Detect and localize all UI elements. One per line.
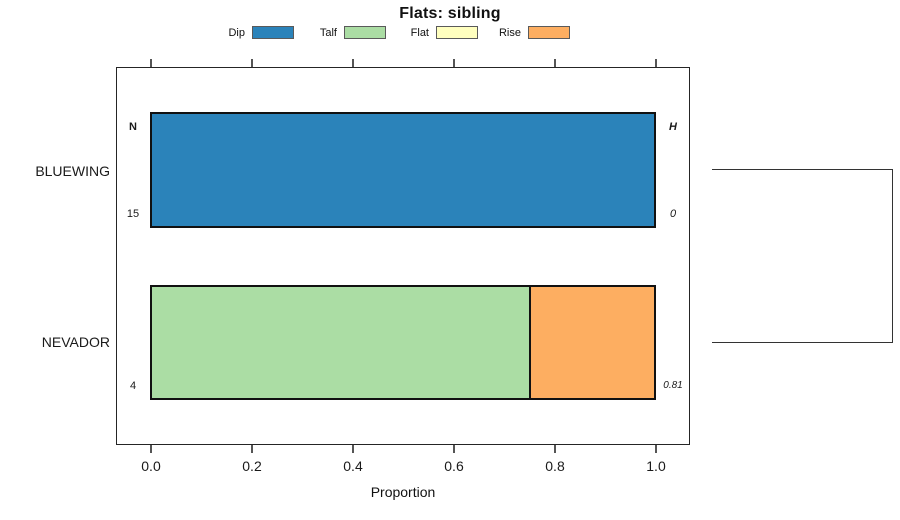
x-axis-tick-bottom bbox=[352, 445, 354, 453]
x-axis-tick-top bbox=[352, 59, 354, 67]
legend-item-talf: Talf bbox=[294, 26, 386, 39]
x-axis-tick-top bbox=[251, 59, 253, 67]
n-value-bluewing: 15 bbox=[126, 208, 140, 220]
category-label-nevador: NEVADOR bbox=[41, 334, 110, 350]
category-label-bluewing: BLUEWING bbox=[35, 163, 110, 179]
x-axis-tick-top bbox=[655, 59, 657, 67]
bar-segment-rise bbox=[528, 287, 654, 398]
bar-bluewing bbox=[150, 112, 656, 228]
n-value-nevador: 4 bbox=[129, 380, 137, 392]
legend-label: Rise bbox=[498, 26, 521, 39]
bar-nevador bbox=[150, 285, 656, 400]
h-value-bluewing: 0 bbox=[669, 208, 677, 220]
h-column-header: H bbox=[669, 121, 677, 133]
legend-swatch-rise bbox=[528, 26, 570, 39]
legend-swatch-flat bbox=[436, 26, 478, 39]
legend-swatch-talf bbox=[344, 26, 386, 39]
bar-segment-talf bbox=[152, 287, 529, 398]
legend-item-rise: Rise bbox=[478, 26, 570, 39]
legend-item-dip: Dip bbox=[202, 26, 294, 39]
legend-label: Talf bbox=[319, 26, 337, 39]
n-column-header: N bbox=[129, 121, 137, 133]
plot-area bbox=[116, 67, 690, 445]
legend-swatch-dip bbox=[252, 26, 294, 39]
cluster-bracket bbox=[712, 169, 893, 343]
h-value-nevador: 0.81 bbox=[663, 380, 683, 391]
x-axis-tick-top bbox=[554, 59, 556, 67]
x-axis-tick-bottom bbox=[655, 445, 657, 453]
x-tick-label: 0.4 bbox=[343, 458, 363, 474]
legend: Dip Talf Flat Rise bbox=[202, 26, 570, 39]
x-tick-label: 0.2 bbox=[242, 458, 262, 474]
x-axis-tick-top bbox=[150, 59, 152, 67]
x-tick-label: 0.6 bbox=[444, 458, 464, 474]
legend-label: Flat bbox=[410, 26, 429, 39]
legend-item-flat: Flat bbox=[386, 26, 478, 39]
x-tick-label: 0.8 bbox=[545, 458, 565, 474]
chart-title: Flats: sibling bbox=[399, 5, 501, 22]
x-axis-title: Proportion bbox=[370, 484, 436, 500]
bar-segment-dip bbox=[152, 114, 654, 226]
x-axis-tick-bottom bbox=[150, 445, 152, 453]
x-axis-tick-bottom bbox=[453, 445, 455, 453]
x-axis-tick-top bbox=[453, 59, 455, 67]
legend-label: Dip bbox=[228, 26, 245, 39]
x-tick-label: 1.0 bbox=[646, 458, 666, 474]
x-axis-tick-bottom bbox=[554, 445, 556, 453]
x-tick-label: 0.0 bbox=[141, 458, 161, 474]
x-axis-tick-bottom bbox=[251, 445, 253, 453]
